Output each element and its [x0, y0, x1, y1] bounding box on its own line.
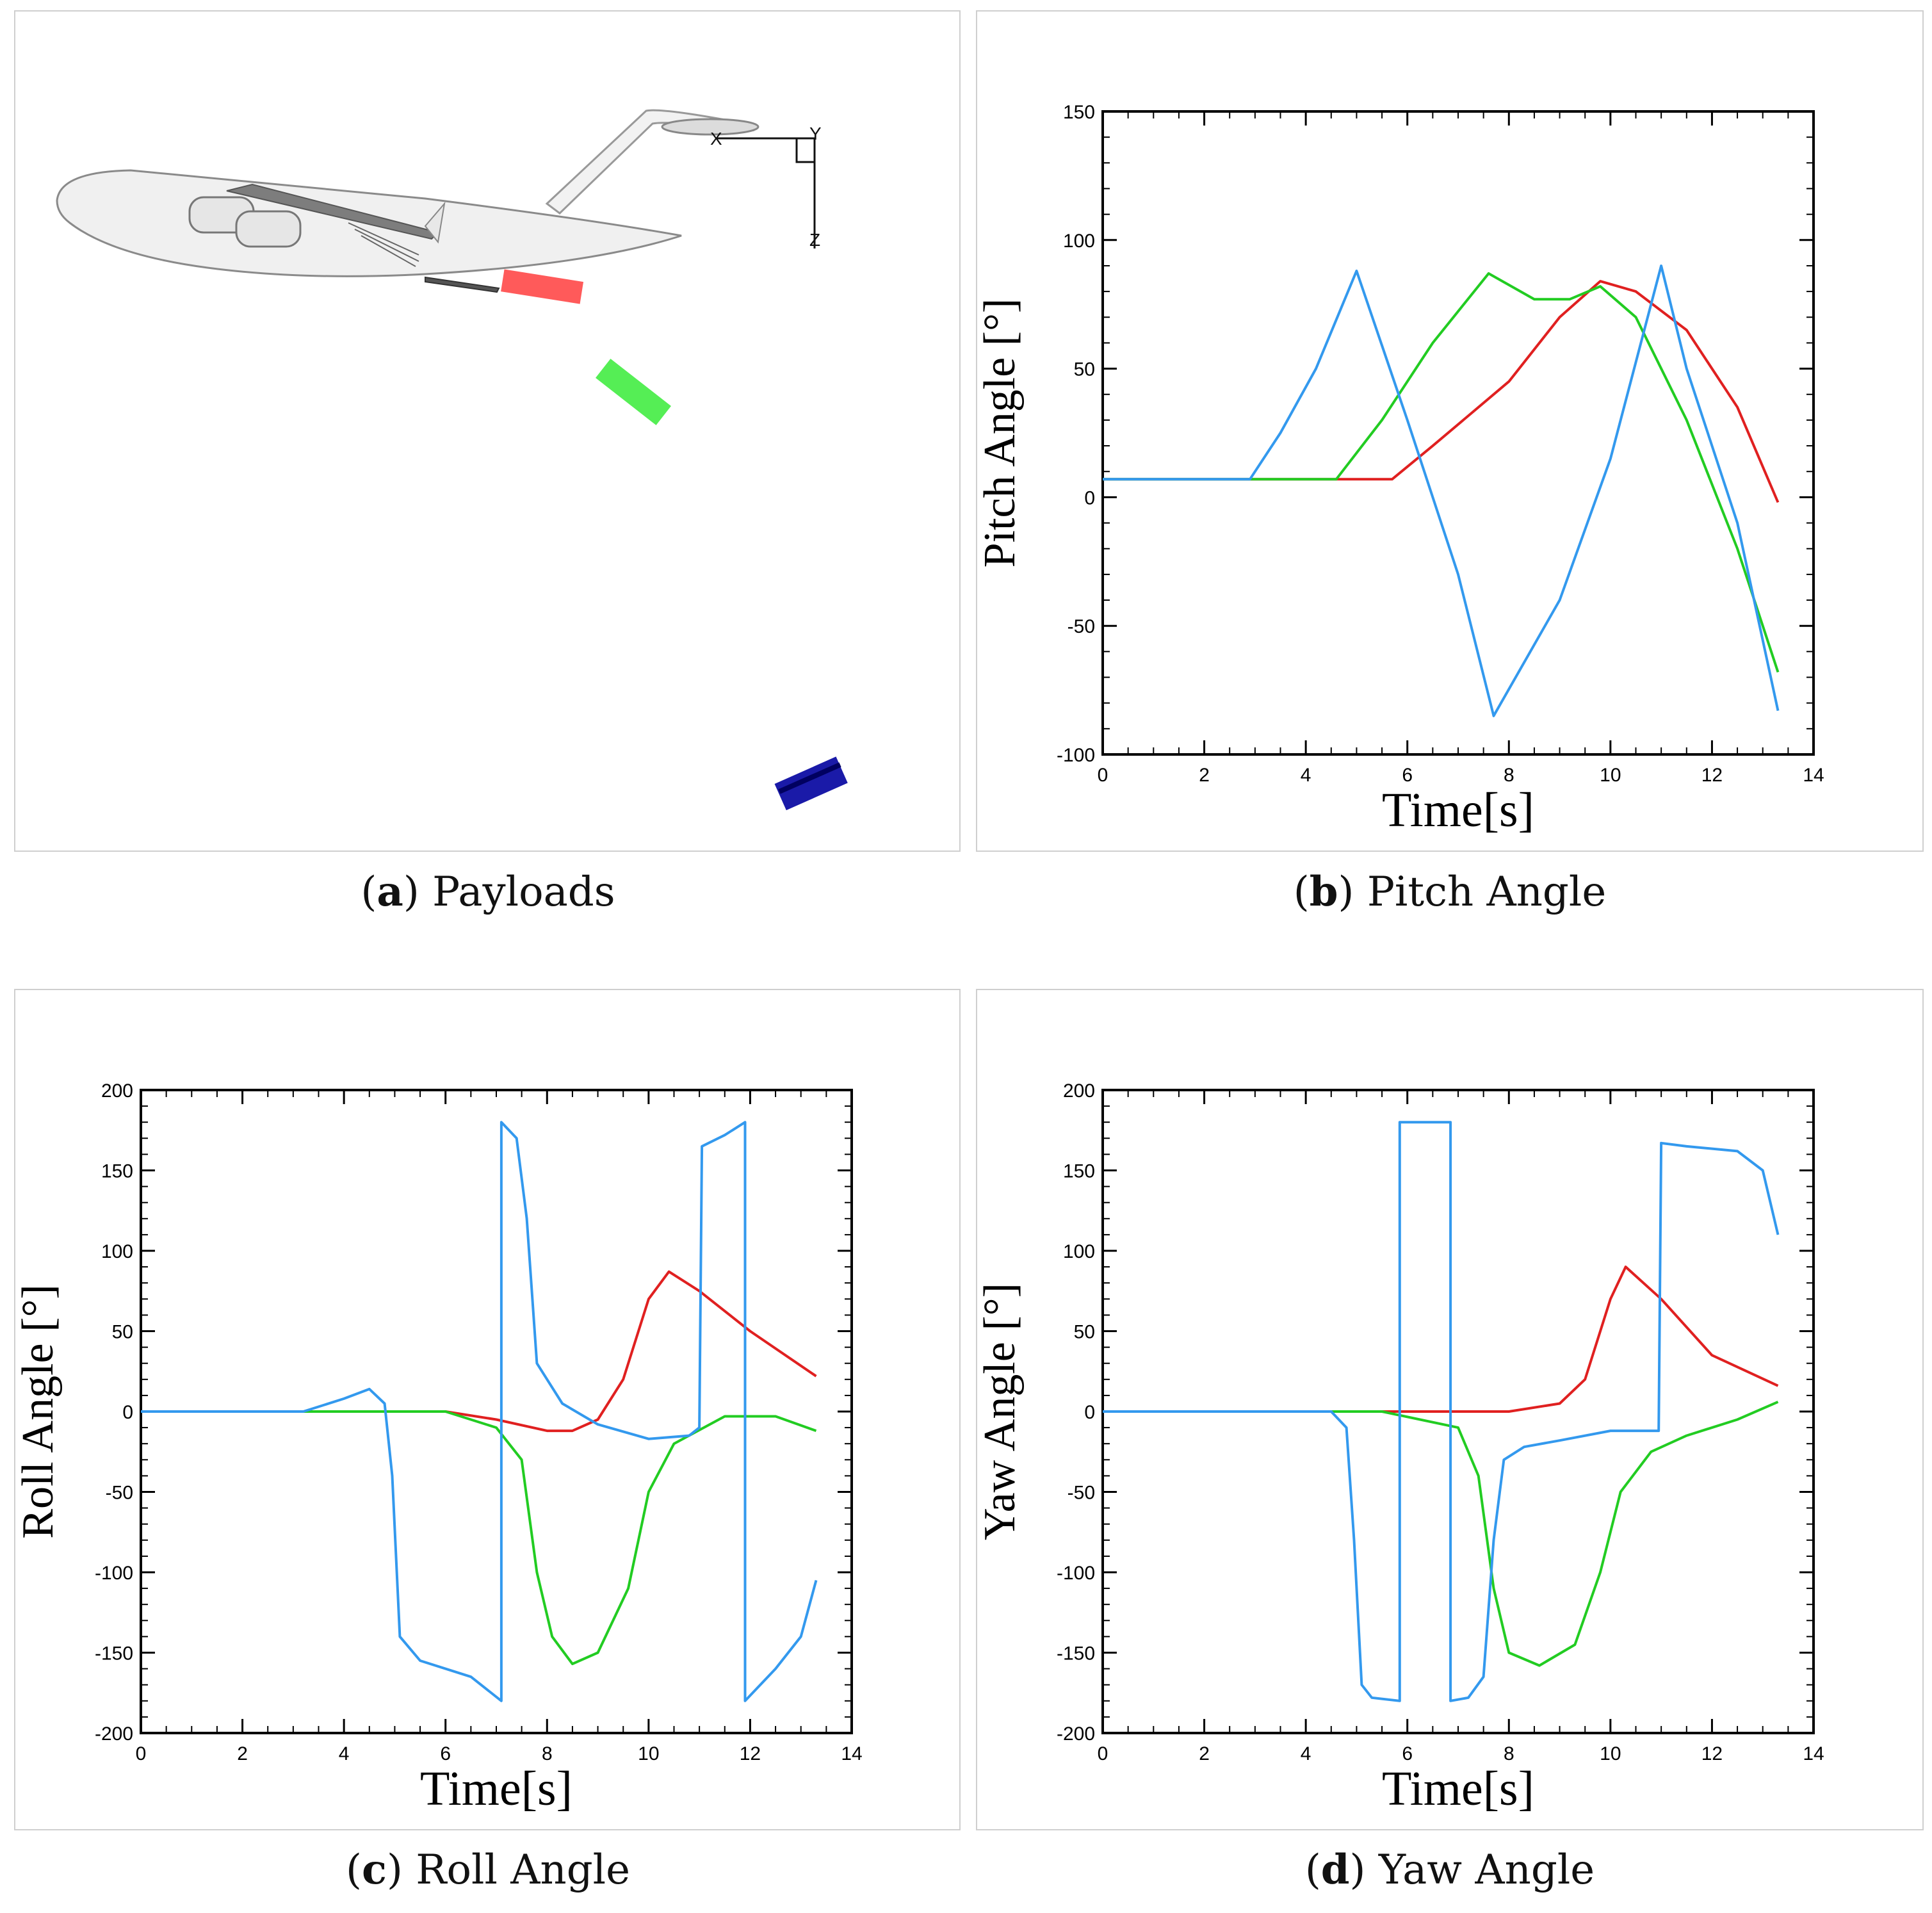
y-tick-label: 100 [1063, 1241, 1095, 1262]
x-tick-label: 6 [1402, 765, 1413, 786]
y-tick-label: -200 [1057, 1723, 1095, 1745]
aircraft-horizontal-tail [661, 118, 759, 136]
y-tick-label: 100 [1063, 231, 1095, 252]
yaw-panel: 0 2 4 6 8 10 12 14 -200 -150 -100 -50 0 50 100 150 200 Ti… [975, 989, 1924, 1830]
x-tick-label: 0 [136, 1743, 147, 1764]
x-tick-label: 2 [1199, 1743, 1210, 1764]
aircraft-flaps [348, 222, 419, 267]
payload-blue-edge [778, 762, 841, 794]
x-tick-label: 8 [542, 1743, 553, 1764]
y-tick-label: 200 [1063, 1080, 1095, 1102]
y-axis-label: Pitch Angle [°] [977, 298, 1025, 568]
axis-x-label: X [710, 129, 722, 149]
roll-chart: 0 2 4 6 8 10 12 14 -200 -150 -100 -50 0 50 100 150 200 Ti… [13, 1080, 863, 1816]
payload-green [596, 359, 671, 425]
x-tick-label: 8 [1504, 765, 1514, 786]
series-line-blue [1103, 1121, 1780, 1702]
y-tick-label: 200 [101, 1080, 133, 1102]
axis-z-label: Z [809, 230, 820, 250]
roll-panel: 0 2 4 6 8 10 12 14 -200 -150 -100 -50 0 50 100 150 200 Ti… [13, 989, 961, 1830]
x-tick-label: 4 [1301, 1743, 1311, 1764]
x-tick-label: 10 [1600, 765, 1621, 786]
payloads-render: X Y Z [56, 109, 848, 811]
x-axis-label: Time[s] [1382, 783, 1534, 837]
axis-triad [717, 137, 816, 248]
x-tick-label: 4 [339, 1743, 350, 1764]
x-tick-label: 10 [1600, 1743, 1621, 1764]
y-tick-label: -200 [95, 1723, 133, 1745]
x-tick-label: 2 [237, 1743, 248, 1764]
x-axis-label: Time[s] [1382, 1762, 1534, 1816]
y-tick-label: -150 [1057, 1643, 1095, 1665]
x-tick-label: 12 [740, 1743, 761, 1764]
y-tick-label: -100 [1057, 745, 1095, 766]
x-tick-label: 8 [1504, 1743, 1514, 1764]
y-tick-label: -150 [95, 1643, 133, 1665]
y-tick-label: -50 [1067, 616, 1095, 637]
x-tick-label: 12 [1701, 765, 1723, 786]
x-tick-label: 4 [1301, 765, 1311, 786]
x-tick-label: 6 [440, 1743, 451, 1764]
series-line-green [141, 1410, 817, 1666]
y-tick-label: 150 [1063, 102, 1095, 123]
aircraft-ramp [425, 276, 500, 293]
x-tick-label: 2 [1199, 765, 1210, 786]
payload-red [501, 269, 584, 304]
y-tick-label: 50 [1074, 359, 1095, 380]
x-axis-label: Time[s] [420, 1762, 572, 1816]
y-tick-label: 100 [101, 1241, 133, 1262]
payloads-panel: X Y Z [14, 10, 961, 852]
y-tick-label: 0 [1084, 487, 1095, 509]
series-line-red [141, 1270, 817, 1433]
y-tick-label: -100 [95, 1563, 133, 1584]
aircraft-engine [235, 210, 302, 248]
x-tick-label: 0 [1098, 765, 1108, 786]
x-tick-label: 0 [1098, 1743, 1108, 1764]
y-tick-label: 150 [101, 1161, 133, 1182]
y-tick-label: -50 [1067, 1483, 1095, 1504]
y-tick-label: 50 [1074, 1322, 1095, 1343]
pitch-panel: 0 2 4 6 8 10 12 14 -100 -50 0 50 100 150 Time[s] Pitch … [975, 10, 1924, 852]
y-tick-label: -50 [106, 1483, 133, 1504]
x-tick-label: 14 [1803, 1743, 1824, 1764]
aircraft-fin [424, 201, 446, 244]
series-line-green [1103, 1401, 1779, 1667]
y-tick-label: 0 [122, 1402, 133, 1423]
caption-d: (d) Yaw Angle [1304, 1846, 1595, 1894]
y-tick-label: -100 [1057, 1563, 1095, 1584]
axis-y-label: Y [809, 124, 822, 143]
pitch-chart: 0 2 4 6 8 10 12 14 -100 -50 0 50 100 150 Time[s] Pitch … [975, 102, 1824, 837]
y-tick-label: 150 [1063, 1161, 1095, 1182]
caption-c: (c) Roll Angle [346, 1846, 630, 1894]
x-tick-label: 10 [638, 1743, 659, 1764]
caption-b: (b) Pitch Angle [1293, 868, 1607, 916]
y-tick-label: 0 [1084, 1402, 1095, 1423]
series-line-blue [1103, 265, 1780, 717]
x-tick-label: 12 [1701, 1743, 1723, 1764]
x-tick-label: 6 [1402, 1743, 1413, 1764]
y-axis-label: Yaw Angle [°] [977, 1283, 1025, 1540]
y-axis-label: Roll Angle [°] [15, 1284, 63, 1538]
y-tick-label: 50 [112, 1322, 133, 1343]
series-line-red [1103, 280, 1780, 503]
x-tick-label: 14 [1803, 765, 1824, 786]
yaw-chart: 0 2 4 6 8 10 12 14 -200 -150 -100 -50 0 50 100 150 200 Ti… [975, 1080, 1824, 1816]
x-tick-label: 14 [841, 1743, 862, 1764]
series-line-red [1103, 1266, 1779, 1413]
series-line-blue [141, 1121, 818, 1702]
series-line-green [1103, 272, 1780, 673]
caption-a: (a) Payloads [361, 868, 615, 916]
